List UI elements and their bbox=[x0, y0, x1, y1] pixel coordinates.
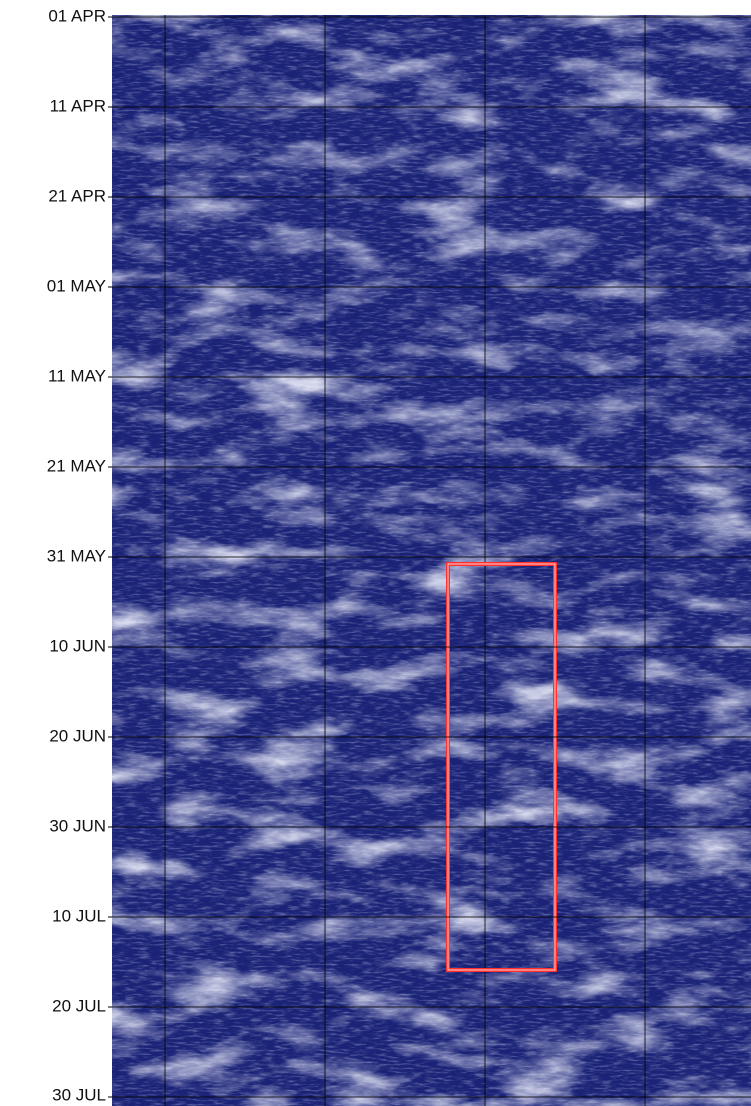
image-area bbox=[112, 15, 751, 1106]
y-tick-label: 30 JUN bbox=[49, 816, 106, 835]
y-tick-label: 10 JUN bbox=[49, 636, 106, 655]
clouds bbox=[112, 15, 751, 1106]
y-tick-label: 11 APR bbox=[50, 96, 106, 115]
y-tick-label: 31 MAY bbox=[47, 546, 106, 565]
page: {"chart_data": {"type": "image-plot", "y… bbox=[0, 0, 751, 1106]
y-tick-label: 30 JUL bbox=[52, 1085, 106, 1104]
y-tick-label: 21 APR bbox=[48, 186, 106, 205]
y-tick-label: 10 JUL bbox=[52, 906, 106, 925]
y-tick-label: 11 MAY bbox=[48, 366, 106, 385]
y-tick-label: 20 JUN bbox=[49, 726, 106, 745]
y-tick-label: 01 APR bbox=[48, 6, 106, 25]
y-tick-label: 20 JUL bbox=[52, 996, 106, 1015]
y-tick-label: 21 MAY bbox=[47, 456, 106, 475]
chart: 01 APR 11 APR 21 APR 01 MAY 11 MAY 21 MAY 31 M… bbox=[0, 0, 751, 1106]
y-tick-label: 01 MAY bbox=[47, 276, 106, 295]
